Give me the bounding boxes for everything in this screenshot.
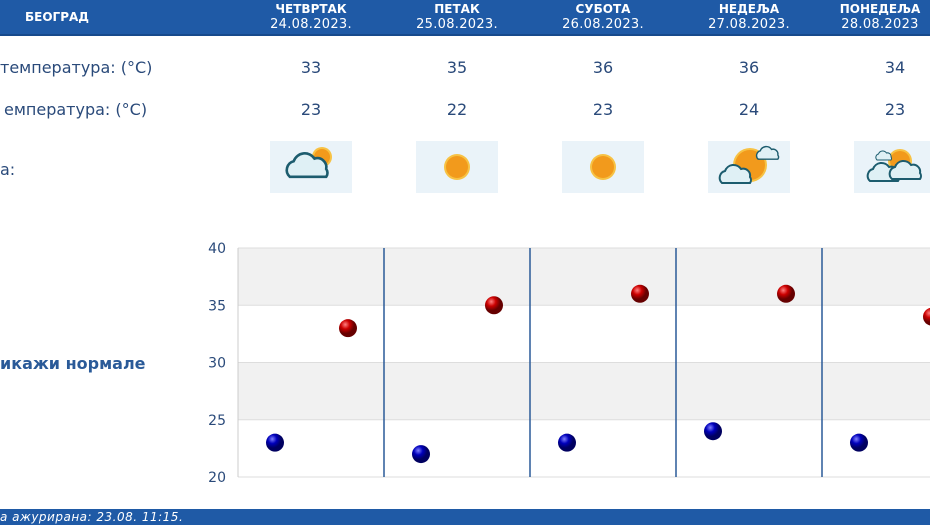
max-temp-value: 33 <box>300 58 322 77</box>
y-tick-label: 25 <box>208 413 226 429</box>
min-temp-point <box>558 433 576 452</box>
max-temp-value: 36 <box>592 58 614 77</box>
max-temp-label: температура: (°C) <box>0 58 153 77</box>
day-header: СУБОТА 26.08.2023. <box>530 2 676 32</box>
day-header: НЕДЕЉА 27.08.2023. <box>676 2 822 32</box>
day-header: ПЕТАК 25.08.2023. <box>384 2 530 32</box>
day-date: 28.08.2023 <box>841 17 919 32</box>
min-temp-value: 23 <box>592 100 614 119</box>
y-tick-label: 40 <box>208 241 226 257</box>
max-temp-point <box>631 284 649 303</box>
max-temp-point <box>485 296 503 315</box>
temperature-chart: 20 25 30 35 40 <box>208 241 930 486</box>
partly-cloudy-rain-icon <box>270 141 352 193</box>
grid-band <box>238 248 930 306</box>
y-tick-label: 35 <box>208 298 226 314</box>
last-updated: а ажурирана: 23.08. 11:15. <box>0 509 930 525</box>
y-tick-label: 30 <box>208 356 226 372</box>
day-header: ЧЕТВРТАК 24.08.2023. <box>238 2 384 32</box>
day-date: 26.08.2023. <box>562 17 644 32</box>
day-date: 24.08.2023. <box>270 17 352 32</box>
min-temp-value: 24 <box>738 100 760 119</box>
y-tick-label: 20 <box>208 470 226 486</box>
sun-icon <box>562 141 644 193</box>
day-date: 25.08.2023. <box>416 17 498 32</box>
show-normals-link[interactable]: икажи нормале <box>0 354 146 373</box>
min-temp-value: 22 <box>446 100 468 119</box>
city-name: БЕОГРАД <box>25 10 89 24</box>
max-temp-point <box>923 307 930 326</box>
sun-icon <box>416 141 498 193</box>
forecast-header: БЕОГРАД ЧЕТВРТАК 24.08.2023. ПЕТАК 25.08.2… <box>0 0 930 36</box>
min-temp-point <box>266 433 284 452</box>
day-name: ЧЕТВРТАК <box>275 2 347 16</box>
sun-with-clouds-icon <box>708 141 790 193</box>
day-name: ПЕТАК <box>434 2 480 16</box>
day-date: 27.08.2023. <box>708 17 790 32</box>
min-temp-label: емпература: (°C) <box>4 100 148 119</box>
day-name: ПОНЕДЕЉА <box>839 2 921 16</box>
max-temp-point <box>777 284 795 303</box>
min-temp-point <box>704 422 722 441</box>
min-temp-point <box>850 433 868 452</box>
day-header: ПОНЕДЕЉА 28.08.2023 <box>807 2 930 32</box>
day-name: СУБОТА <box>575 2 631 16</box>
min-temp-value: 23 <box>300 100 322 119</box>
max-temp-point <box>339 319 357 338</box>
weather-label: а: <box>0 160 16 179</box>
max-temp-value: 34 <box>884 58 906 77</box>
day-name: НЕДЕЉА <box>718 2 780 16</box>
min-temp-value: 23 <box>884 100 906 119</box>
min-temp-point <box>412 445 430 464</box>
grid-band <box>238 362 930 420</box>
partly-cloudy-icon <box>854 141 930 193</box>
max-temp-value: 35 <box>446 58 468 77</box>
max-temp-value: 36 <box>738 58 760 77</box>
